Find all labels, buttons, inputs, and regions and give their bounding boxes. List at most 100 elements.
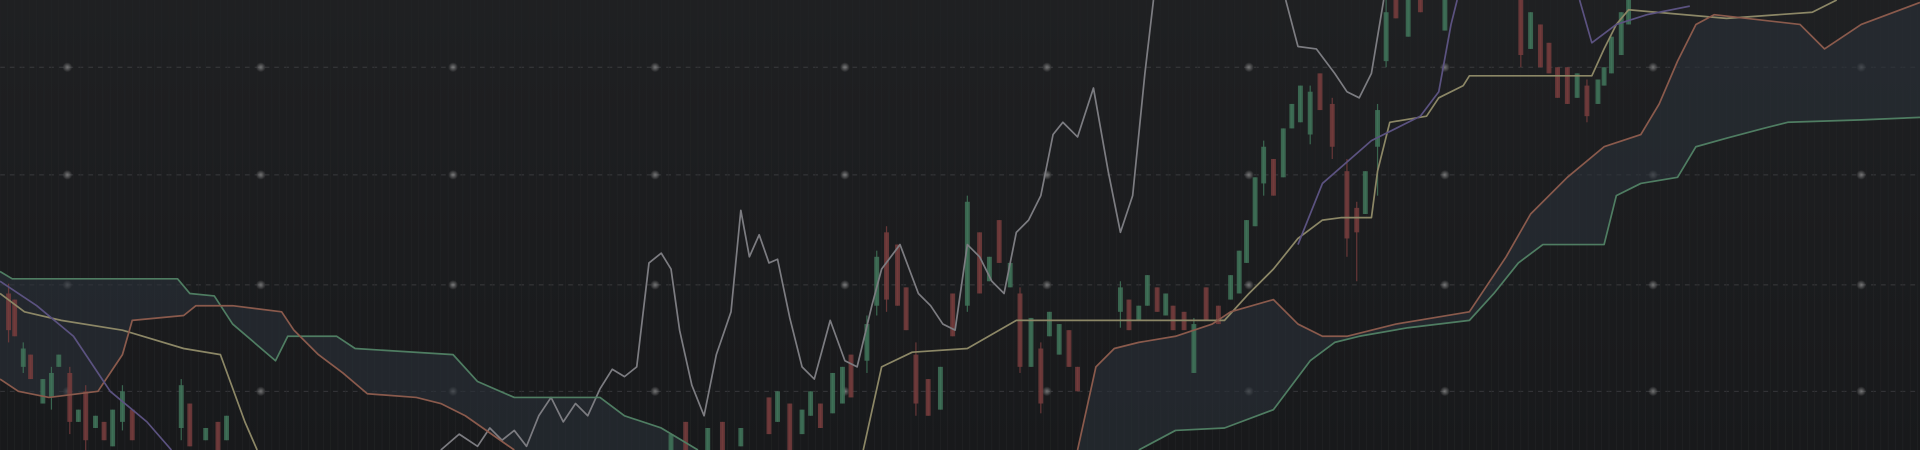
candle-body [1028,317,1034,367]
grid-glint [1440,62,1450,73]
candle-body [1307,91,1313,135]
candle-body [1271,158,1276,196]
grid-glint [62,62,73,73]
candle-body [775,391,780,422]
candle-body [1442,0,1448,31]
candle-body [1626,0,1632,25]
candle-body [1170,305,1176,331]
candle-body [75,409,81,422]
grid-glint [840,280,850,290]
grid-glint [62,169,73,180]
candle-body [884,232,889,300]
candle-body [1289,103,1295,129]
grid-glint [448,62,458,73]
candle-body [1362,171,1368,214]
candle-body [120,391,125,422]
candle-body [986,256,992,282]
candle-body [1417,0,1423,13]
candle-body [1344,171,1350,239]
candle-body [1236,250,1242,294]
grid-glint [1042,62,1052,73]
candle-body [56,354,62,367]
candle-body [903,287,909,331]
candle-body [874,256,880,306]
candle-body [1203,287,1209,321]
candle-body [28,354,34,380]
candle-body [1280,128,1286,178]
candle-body [738,427,744,447]
grid-glint [1440,280,1450,290]
candle-body [1354,207,1360,233]
candle-body [6,293,12,331]
grid-glint [1244,280,1254,290]
candle-body [925,379,931,416]
candle-body [178,385,184,428]
candle-body [799,409,805,435]
candle-body [864,324,870,361]
candle-body [1154,287,1160,312]
grid-glint [255,62,266,73]
indicator-line [0,0,1690,450]
grid-glint [650,386,660,397]
candle-body [1329,103,1335,147]
candle-body [1405,0,1411,37]
candle-body [1046,311,1052,337]
grid-glint [1648,280,1658,290]
grid-glint [255,386,266,397]
grid-glint [255,169,266,180]
indicator-line [0,0,1838,450]
candle-body [1215,305,1221,325]
candle-body [1546,42,1552,74]
candle-body [950,293,956,337]
grid-glint [1856,280,1867,290]
grid-glint [1244,169,1254,180]
candle-body [668,434,674,450]
candle-body [1393,0,1399,19]
candle-body [787,403,793,450]
candle-body [93,415,98,428]
candle-body [1555,67,1560,98]
grid-glint [1440,386,1450,397]
grid-glint [650,62,660,73]
candle-body [1601,67,1607,86]
candle-body [1595,79,1601,104]
indicator-line [440,0,1385,450]
candle-body [1163,293,1169,316]
candle-body [1126,299,1132,331]
candle-body [1038,348,1044,404]
candle-body [1075,366,1080,392]
candle-body [110,409,116,447]
candle-body [83,391,89,441]
candle-body [895,244,900,306]
candle-body [224,415,229,441]
candle-body [1244,220,1249,263]
candle-body [129,409,135,441]
candle-body [1383,12,1389,62]
grid-glint [1244,62,1254,73]
candle-body [766,397,772,435]
candle-body [67,372,73,422]
candle-body [830,372,836,414]
grid-glint [1856,169,1867,180]
indicator-line [0,116,1920,450]
candle-body [1007,262,1013,288]
candle-body [1528,12,1534,49]
grid-glint [1648,62,1658,73]
candle-body [215,421,221,450]
grid-glint [1648,386,1658,397]
grid-glint [1440,169,1450,180]
candle-body [187,403,193,447]
candle-body [1574,73,1580,98]
grid-glint [448,169,458,180]
candle-body [1136,305,1142,321]
candle-body [1228,275,1234,300]
candle-body [840,366,845,404]
candle-body [937,366,943,410]
candle-body [20,348,26,367]
candle-body [964,201,970,306]
